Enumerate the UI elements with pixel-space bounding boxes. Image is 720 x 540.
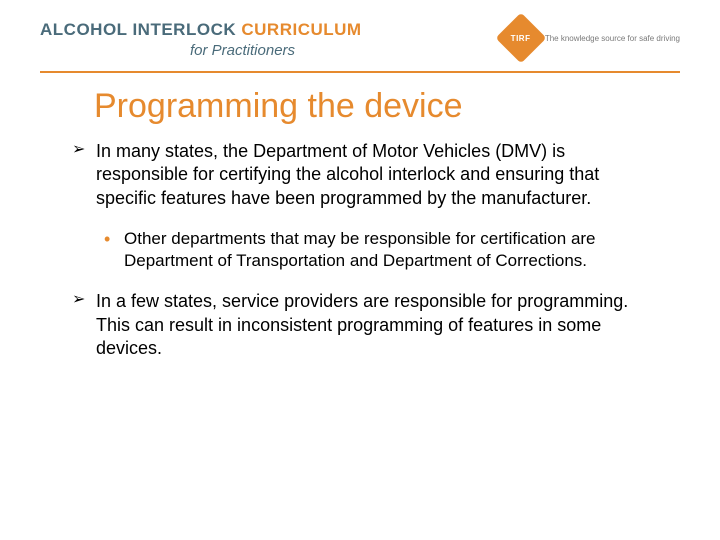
slide-header: ALCOHOL INTERLOCK CURRICULUM for Practit… bbox=[0, 0, 720, 59]
slide-title: Programming the device bbox=[94, 87, 660, 126]
logo-tagline: The knowledge source for safe driving bbox=[545, 34, 680, 43]
brand-subtitle: for Practitioners bbox=[190, 42, 362, 59]
bullet-item: In a few states, service providers are r… bbox=[60, 290, 660, 360]
tirf-logo-text: TIRF bbox=[511, 34, 531, 43]
bullet-list: In many states, the Department of Motor … bbox=[60, 140, 660, 361]
bullet-item: In many states, the Department of Motor … bbox=[60, 140, 660, 210]
brand-title: ALCOHOL INTERLOCK CURRICULUM bbox=[40, 20, 362, 40]
slide-body: Programming the device In many states, t… bbox=[0, 73, 720, 361]
brand-part1: ALCOHOL INTERLOCK bbox=[40, 20, 241, 39]
brand-block: ALCOHOL INTERLOCK CURRICULUM for Practit… bbox=[40, 20, 362, 59]
bullet-sub-item: Other departments that may be responsibl… bbox=[60, 228, 660, 272]
brand-part2: CURRICULUM bbox=[241, 20, 361, 39]
logo-block: TIRF The knowledge source for safe drivi… bbox=[503, 20, 680, 56]
tirf-logo-icon: TIRF bbox=[495, 13, 546, 64]
